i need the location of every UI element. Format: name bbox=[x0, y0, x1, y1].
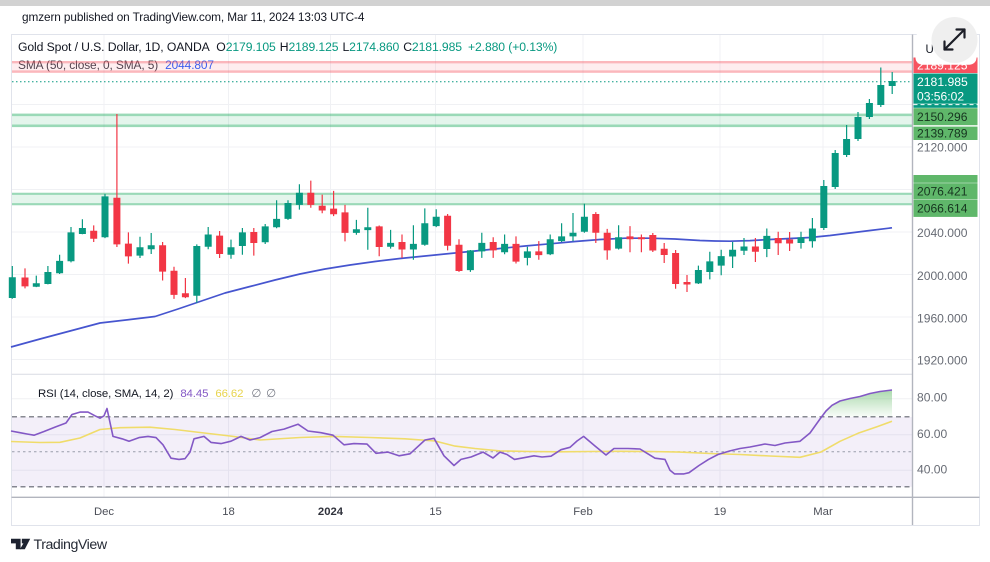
svg-text:15: 15 bbox=[429, 506, 442, 518]
svg-text:2150.296: 2150.296 bbox=[917, 110, 968, 124]
svg-text:19: 19 bbox=[714, 506, 727, 518]
svg-text:2181.985: 2181.985 bbox=[917, 75, 968, 89]
svg-text:40.00: 40.00 bbox=[917, 463, 948, 477]
svg-text:U: U bbox=[926, 44, 934, 56]
svg-text:80.00: 80.00 bbox=[917, 391, 948, 405]
svg-text:2066.614: 2066.614 bbox=[917, 202, 968, 216]
svg-text:2076.421: 2076.421 bbox=[917, 185, 968, 199]
svg-text:2120.000: 2120.000 bbox=[917, 141, 968, 155]
svg-text:Mar: Mar bbox=[813, 506, 833, 518]
svg-text:1920.000: 1920.000 bbox=[917, 354, 968, 368]
svg-text:18: 18 bbox=[222, 506, 235, 518]
svg-text:Dec: Dec bbox=[94, 506, 114, 518]
svg-text:2139.789: 2139.789 bbox=[917, 127, 968, 141]
svg-text:RSI (14, close, SMA, 14, 2)84.: RSI (14, close, SMA, 14, 2) 84.45 66.62 ∅ ∅ bbox=[38, 388, 276, 400]
svg-text:2024: 2024 bbox=[318, 506, 344, 518]
svg-text:2040.000: 2040.000 bbox=[917, 226, 968, 240]
svg-text:03:56:02: 03:56:02 bbox=[917, 89, 964, 103]
svg-text:TradingView: TradingView bbox=[34, 537, 108, 553]
svg-text:1960.000: 1960.000 bbox=[917, 311, 968, 325]
svg-text:2000.000: 2000.000 bbox=[917, 269, 968, 283]
svg-text:SMA (50, close, 0, SMA, 5)2044: SMA (50, close, 0, SMA, 5)2044.807 bbox=[18, 58, 214, 72]
svg-text:60.00: 60.00 bbox=[917, 427, 948, 441]
svg-text:Feb: Feb bbox=[573, 506, 592, 518]
svg-text:Gold Spot / U.S. Dollar, 1D, O: Gold Spot / U.S. Dollar, 1D, OANDA O2179… bbox=[18, 40, 557, 54]
